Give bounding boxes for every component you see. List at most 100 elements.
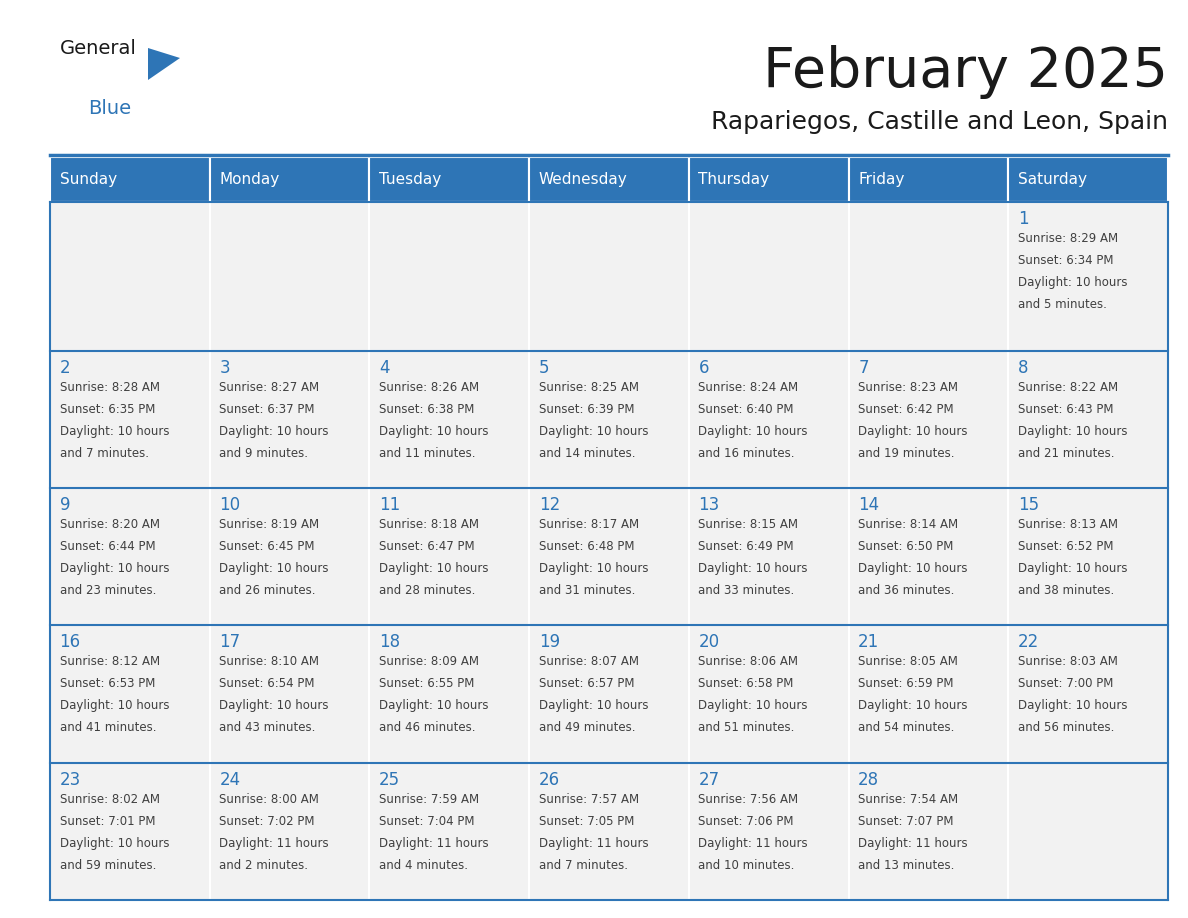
Bar <box>689 157 848 202</box>
Text: 10: 10 <box>220 496 240 514</box>
Bar <box>210 763 369 900</box>
Bar <box>369 763 529 900</box>
Bar <box>529 488 689 625</box>
Text: and 16 minutes.: and 16 minutes. <box>699 447 795 460</box>
Text: Sunset: 6:55 PM: Sunset: 6:55 PM <box>379 677 474 690</box>
Text: Sunrise: 8:09 AM: Sunrise: 8:09 AM <box>379 655 479 668</box>
Text: Monday: Monday <box>220 172 279 187</box>
Text: and 7 minutes.: and 7 minutes. <box>59 447 148 460</box>
Text: Daylight: 11 hours: Daylight: 11 hours <box>858 836 968 850</box>
Text: 11: 11 <box>379 496 400 514</box>
Bar <box>50 488 210 625</box>
Text: Sunrise: 8:29 AM: Sunrise: 8:29 AM <box>1018 232 1118 245</box>
Text: 14: 14 <box>858 496 879 514</box>
Text: 16: 16 <box>59 633 81 652</box>
Text: 25: 25 <box>379 771 400 789</box>
Text: Sunset: 6:57 PM: Sunset: 6:57 PM <box>538 677 634 690</box>
Text: Daylight: 10 hours: Daylight: 10 hours <box>858 425 968 438</box>
Text: 28: 28 <box>858 771 879 789</box>
Bar <box>210 351 369 488</box>
Text: Sunrise: 8:10 AM: Sunrise: 8:10 AM <box>220 655 320 668</box>
Text: Sunday: Sunday <box>59 172 116 187</box>
Text: and 23 minutes.: and 23 minutes. <box>59 584 156 597</box>
Text: and 46 minutes.: and 46 minutes. <box>379 722 475 734</box>
Bar <box>369 488 529 625</box>
Text: Sunset: 6:39 PM: Sunset: 6:39 PM <box>538 403 634 416</box>
Text: Daylight: 10 hours: Daylight: 10 hours <box>858 700 968 712</box>
Bar <box>689 488 848 625</box>
Bar <box>369 351 529 488</box>
Text: and 43 minutes.: and 43 minutes. <box>220 722 316 734</box>
Text: 22: 22 <box>1018 633 1040 652</box>
Text: 18: 18 <box>379 633 400 652</box>
Text: Sunset: 6:40 PM: Sunset: 6:40 PM <box>699 403 794 416</box>
Polygon shape <box>148 48 181 80</box>
Text: and 51 minutes.: and 51 minutes. <box>699 722 795 734</box>
Text: Sunrise: 8:03 AM: Sunrise: 8:03 AM <box>1018 655 1118 668</box>
Bar <box>529 763 689 900</box>
Text: Sunrise: 8:12 AM: Sunrise: 8:12 AM <box>59 655 159 668</box>
Text: Sunset: 6:59 PM: Sunset: 6:59 PM <box>858 677 954 690</box>
Text: and 56 minutes.: and 56 minutes. <box>1018 722 1114 734</box>
Text: Rapariegos, Castille and Leon, Spain: Rapariegos, Castille and Leon, Spain <box>710 110 1168 134</box>
Text: 5: 5 <box>538 359 549 376</box>
Text: Daylight: 10 hours: Daylight: 10 hours <box>858 562 968 575</box>
Text: Tuesday: Tuesday <box>379 172 441 187</box>
Text: and 38 minutes.: and 38 minutes. <box>1018 584 1114 597</box>
Text: Sunset: 7:01 PM: Sunset: 7:01 PM <box>59 814 156 828</box>
Bar <box>529 351 689 488</box>
Text: Sunset: 6:35 PM: Sunset: 6:35 PM <box>59 403 154 416</box>
Bar <box>689 625 848 763</box>
Text: 3: 3 <box>220 359 230 376</box>
Text: Sunrise: 7:54 AM: Sunrise: 7:54 AM <box>858 792 959 806</box>
Text: Sunrise: 8:15 AM: Sunrise: 8:15 AM <box>699 518 798 531</box>
Text: Daylight: 10 hours: Daylight: 10 hours <box>59 700 169 712</box>
Text: Sunset: 6:34 PM: Sunset: 6:34 PM <box>1018 254 1113 267</box>
Bar <box>848 351 1009 488</box>
Text: Blue: Blue <box>88 98 131 118</box>
Text: Sunrise: 8:23 AM: Sunrise: 8:23 AM <box>858 381 959 394</box>
Text: Sunset: 6:43 PM: Sunset: 6:43 PM <box>1018 403 1113 416</box>
Text: Daylight: 10 hours: Daylight: 10 hours <box>538 700 649 712</box>
Text: Daylight: 10 hours: Daylight: 10 hours <box>59 836 169 850</box>
Text: and 49 minutes.: and 49 minutes. <box>538 722 636 734</box>
Text: Sunset: 7:04 PM: Sunset: 7:04 PM <box>379 814 474 828</box>
Text: Daylight: 10 hours: Daylight: 10 hours <box>220 425 329 438</box>
Text: and 26 minutes.: and 26 minutes. <box>220 584 316 597</box>
Bar <box>369 625 529 763</box>
Text: Wednesday: Wednesday <box>538 172 627 187</box>
Text: and 36 minutes.: and 36 minutes. <box>858 584 954 597</box>
Text: Daylight: 11 hours: Daylight: 11 hours <box>699 836 808 850</box>
Text: and 7 minutes.: and 7 minutes. <box>538 858 627 872</box>
Bar <box>369 202 529 351</box>
Text: Sunrise: 8:26 AM: Sunrise: 8:26 AM <box>379 381 479 394</box>
Text: 21: 21 <box>858 633 879 652</box>
Text: Sunset: 6:44 PM: Sunset: 6:44 PM <box>59 540 156 553</box>
Bar <box>1009 157 1168 202</box>
Bar <box>50 625 210 763</box>
Text: Sunrise: 8:00 AM: Sunrise: 8:00 AM <box>220 792 320 806</box>
Text: and 33 minutes.: and 33 minutes. <box>699 584 795 597</box>
Text: Sunset: 6:53 PM: Sunset: 6:53 PM <box>59 677 154 690</box>
Text: Saturday: Saturday <box>1018 172 1087 187</box>
Text: Daylight: 10 hours: Daylight: 10 hours <box>1018 700 1127 712</box>
Bar <box>50 202 210 351</box>
Text: 17: 17 <box>220 633 240 652</box>
Bar <box>529 157 689 202</box>
Bar <box>848 488 1009 625</box>
Bar <box>529 202 689 351</box>
Text: 13: 13 <box>699 496 720 514</box>
Text: Sunset: 7:07 PM: Sunset: 7:07 PM <box>858 814 954 828</box>
Text: Daylight: 10 hours: Daylight: 10 hours <box>1018 425 1127 438</box>
Text: Sunset: 6:54 PM: Sunset: 6:54 PM <box>220 677 315 690</box>
Text: and 13 minutes.: and 13 minutes. <box>858 858 954 872</box>
Text: Daylight: 10 hours: Daylight: 10 hours <box>699 562 808 575</box>
Text: Sunrise: 8:24 AM: Sunrise: 8:24 AM <box>699 381 798 394</box>
Bar <box>848 763 1009 900</box>
Bar <box>210 157 369 202</box>
Text: Sunset: 6:42 PM: Sunset: 6:42 PM <box>858 403 954 416</box>
Bar <box>210 625 369 763</box>
Text: and 9 minutes.: and 9 minutes. <box>220 447 309 460</box>
Text: and 4 minutes.: and 4 minutes. <box>379 858 468 872</box>
Text: 26: 26 <box>538 771 560 789</box>
